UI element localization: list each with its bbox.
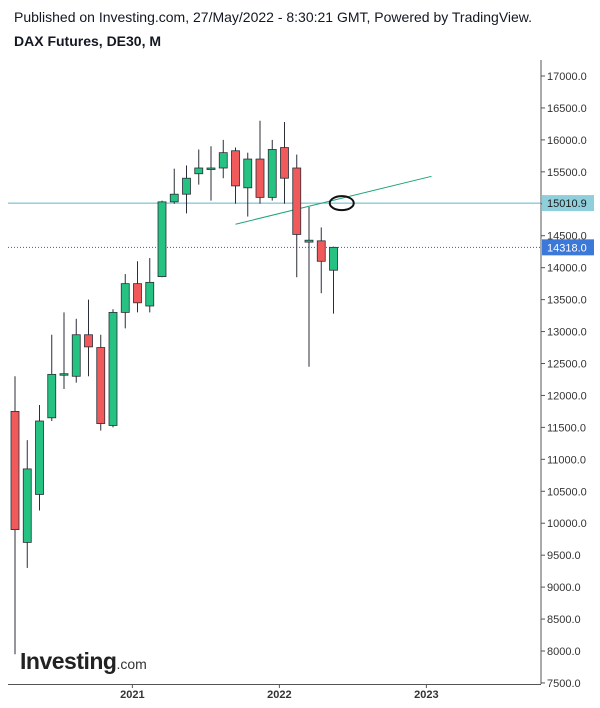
candle-body-down bbox=[96, 347, 106, 424]
level-price-tag-label: 15010.9 bbox=[547, 198, 587, 210]
chart-title: DAX Futures, DE30, M bbox=[14, 33, 162, 49]
candle-body-up bbox=[120, 283, 130, 313]
ellipse-marker[interactable] bbox=[328, 195, 355, 212]
candle[interactable] bbox=[59, 312, 69, 390]
candle[interactable] bbox=[218, 139, 228, 179]
time-axis[interactable]: 2021 2022 2023 bbox=[8, 684, 541, 701]
candle-body-up bbox=[145, 281, 155, 307]
candle[interactable] bbox=[280, 122, 289, 204]
candle[interactable] bbox=[182, 165, 191, 214]
price-tick-label: 9500.0 bbox=[547, 550, 581, 562]
price-tags: 15010.9 14318.0 bbox=[542, 195, 594, 256]
candle-body-up bbox=[267, 149, 277, 198]
price-tick-label: 11000.0 bbox=[547, 454, 586, 466]
price-tick-label: 8000.0 bbox=[547, 646, 581, 658]
price-tick-label: 10500.0 bbox=[547, 486, 587, 498]
time-tick-label: 2023 bbox=[414, 689, 438, 701]
price-tick-label: 15500.0 bbox=[547, 167, 587, 179]
candle-body-up bbox=[304, 239, 314, 243]
candle[interactable] bbox=[304, 206, 314, 367]
candle[interactable] bbox=[255, 120, 265, 204]
trendline[interactable] bbox=[235, 175, 432, 225]
candle-body-up bbox=[206, 167, 216, 170]
candle[interactable] bbox=[35, 405, 44, 511]
price-tick-label: 11500.0 bbox=[547, 422, 586, 434]
candle[interactable] bbox=[231, 147, 240, 204]
time-tick-label: 2021 bbox=[120, 689, 144, 701]
price-tick-label: 9000.0 bbox=[547, 582, 581, 594]
candle-body-up bbox=[108, 311, 118, 426]
candle[interactable] bbox=[194, 149, 204, 185]
candle[interactable] bbox=[84, 299, 93, 377]
plot-area[interactable] bbox=[8, 120, 541, 655]
last-price-tag-label: 14318.0 bbox=[547, 242, 587, 254]
price-tick-label: 13500.0 bbox=[547, 295, 587, 307]
candle-body-down bbox=[292, 167, 302, 235]
candle-body-up bbox=[71, 334, 81, 377]
candle-body-down bbox=[231, 150, 240, 187]
candle[interactable] bbox=[145, 258, 155, 313]
last-price-tag-bg bbox=[542, 239, 594, 256]
candle-body-up bbox=[157, 201, 167, 278]
price-tick-label: 12000.0 bbox=[547, 390, 587, 402]
candle-body-down bbox=[280, 147, 289, 179]
candle[interactable] bbox=[206, 146, 216, 201]
candle[interactable] bbox=[157, 200, 167, 278]
time-tick-label: 2022 bbox=[267, 689, 291, 701]
candle-body-up bbox=[182, 177, 191, 195]
candle-body-up bbox=[243, 158, 253, 189]
candle[interactable] bbox=[120, 274, 130, 329]
price-tick-label: 17000.0 bbox=[547, 71, 587, 83]
candle[interactable] bbox=[329, 246, 338, 314]
price-tick-label: 14000.0 bbox=[547, 263, 587, 275]
candle[interactable] bbox=[243, 152, 253, 217]
price-tick-label: 7500.0 bbox=[547, 678, 581, 690]
candle-body-down bbox=[255, 158, 265, 198]
candle[interactable] bbox=[169, 168, 179, 204]
publish-info: Published on Investing.com, 27/May/2022 … bbox=[14, 9, 533, 25]
candle-body-up bbox=[194, 167, 204, 175]
candle-body-down bbox=[84, 334, 93, 348]
investing-logo: Investing.com bbox=[20, 648, 147, 674]
candle-body-up bbox=[59, 373, 69, 376]
candle[interactable] bbox=[108, 309, 118, 428]
price-tick-label: 10000.0 bbox=[547, 518, 587, 530]
candle-body-up bbox=[47, 373, 57, 419]
price-tick-label: 16000.0 bbox=[547, 135, 587, 147]
candle[interactable] bbox=[316, 227, 326, 294]
candle-body-down bbox=[10, 411, 20, 531]
candle-body-down bbox=[316, 240, 326, 262]
price-tick-label: 16500.0 bbox=[547, 103, 587, 115]
candle-body-down bbox=[133, 283, 142, 304]
candle[interactable] bbox=[71, 318, 81, 383]
price-tick-label: 13000.0 bbox=[547, 327, 587, 339]
candle-body-up bbox=[329, 246, 338, 271]
price-tick-label: 12500.0 bbox=[547, 359, 587, 371]
candle-body-up bbox=[169, 193, 179, 203]
candle[interactable] bbox=[47, 334, 57, 421]
candle[interactable] bbox=[96, 334, 106, 431]
candle[interactable] bbox=[10, 376, 20, 655]
candle[interactable] bbox=[133, 261, 142, 313]
candle-body-up bbox=[218, 152, 228, 169]
price-tick-label: 8500.0 bbox=[547, 614, 581, 626]
candle[interactable] bbox=[267, 139, 277, 201]
candle[interactable] bbox=[22, 440, 32, 568]
candle-body-up bbox=[35, 420, 44, 495]
price-axis[interactable]: 17000.016500.016000.015500.015000.014500… bbox=[540, 60, 587, 690]
candle[interactable] bbox=[292, 154, 302, 278]
candle-body-up bbox=[22, 468, 32, 543]
level-price-tag-bg bbox=[542, 195, 594, 212]
